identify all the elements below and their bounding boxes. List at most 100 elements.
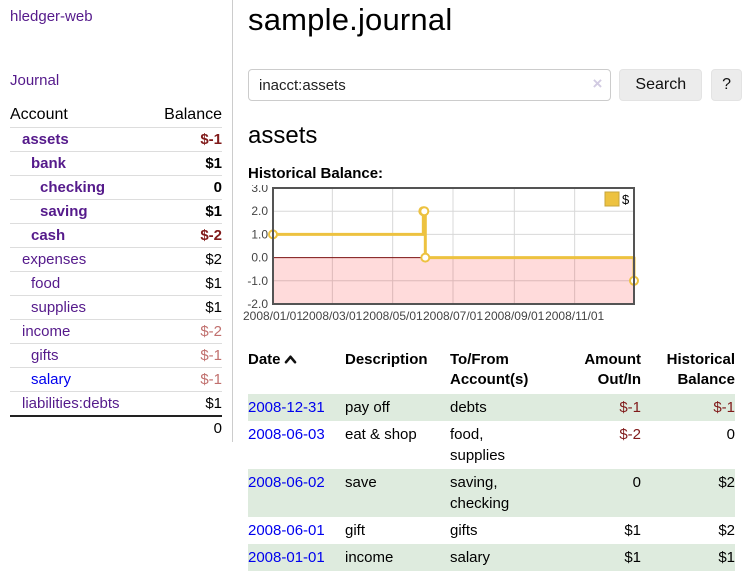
- transaction-description: eat & shop: [345, 425, 417, 443]
- account-balance: $1: [148, 199, 222, 224]
- x-tick-label: 2008/11/01: [545, 309, 604, 323]
- transaction-accounts: food, supplies: [450, 425, 506, 464]
- chart-title: Historical Balance:: [248, 165, 384, 182]
- x-tick-label: 2008/05/01: [363, 309, 423, 323]
- account-link-supplies[interactable]: supplies: [31, 299, 87, 316]
- transaction-accounts: debts: [450, 398, 487, 416]
- sidebar-account-row: food $1: [10, 271, 222, 296]
- register-table: Date Description To/From Account(s) Amou…: [248, 348, 735, 571]
- transaction-date-link[interactable]: 2008-06-01: [248, 521, 325, 539]
- x-tick-label: 2008/07/01: [423, 309, 483, 323]
- brand-link[interactable]: hledger-web: [10, 8, 93, 25]
- account-balance: $-2: [148, 223, 222, 248]
- account-balance: $-1: [148, 127, 222, 152]
- x-tick-label: 2008/09/01: [484, 309, 544, 323]
- account-balance: $1: [148, 151, 222, 176]
- accounts-table: Account Balance assets $-1 bank $1 checking 0…: [10, 103, 222, 440]
- accounts-total-row: 0: [10, 415, 222, 440]
- account-balance: $2: [148, 247, 222, 272]
- accounts-header-account: Account: [10, 106, 68, 123]
- account-balance: $1: [148, 391, 222, 416]
- account-link-food[interactable]: food: [31, 275, 61, 292]
- transaction-amount: $1: [624, 548, 641, 566]
- account-link-bank[interactable]: bank: [31, 155, 67, 172]
- search-box: ×: [248, 69, 612, 101]
- register-header-amount: Amount Out/In: [584, 351, 641, 389]
- transaction-date-link[interactable]: 2008-01-01: [248, 548, 325, 566]
- transaction-description: gift: [345, 521, 366, 539]
- clear-search-icon[interactable]: ×: [592, 74, 603, 93]
- register-row: 2008-12-31 pay off debts $-1 $-1: [248, 393, 735, 421]
- sidebar-account-row: saving $1: [10, 199, 222, 224]
- transaction-date-link[interactable]: 2008-06-02: [248, 473, 325, 491]
- register-row: 2008-01-01 income salary $1 $1: [248, 543, 735, 571]
- transaction-date-link[interactable]: 2008-12-31: [248, 398, 325, 416]
- y-tick-label: 0.0: [251, 251, 268, 265]
- register-row: 2008-06-03 eat & shop food, supplies $-2 0: [248, 421, 735, 469]
- transaction-balance: $-1: [713, 398, 735, 416]
- search-form: × Search ?: [248, 69, 742, 101]
- plot-border: [272, 187, 635, 305]
- transaction-date-link[interactable]: 2008-06-03: [248, 425, 325, 443]
- account-link-expenses[interactable]: expenses: [22, 251, 87, 268]
- account-balance: $1: [148, 271, 222, 296]
- negative-region: [273, 257, 634, 304]
- account-balance: $-1: [148, 343, 222, 368]
- page-title: sample.journal: [248, 2, 453, 37]
- transaction-description: income: [345, 548, 394, 566]
- search-input[interactable]: [248, 69, 612, 101]
- register-row: 2008-06-02 save saving, checking 0 $2: [248, 468, 735, 517]
- transaction-amount: 0: [632, 473, 641, 491]
- transaction-accounts: salary: [450, 548, 491, 566]
- sidebar-account-row: bank $1: [10, 151, 222, 176]
- transaction-accounts: gifts: [450, 521, 478, 539]
- account-link-checking[interactable]: checking: [40, 179, 106, 196]
- transaction-amount: $-1: [619, 398, 641, 416]
- account-link-saving[interactable]: saving: [40, 203, 88, 220]
- y-tick-label: 1.0: [251, 227, 268, 241]
- sidebar-account-row: checking 0: [10, 175, 222, 200]
- data-point-marker: [420, 252, 431, 263]
- account-balance: $-1: [148, 367, 222, 392]
- transaction-balance: $2: [718, 521, 735, 539]
- transaction-balance: $2: [718, 473, 735, 491]
- account-link-salary[interactable]: salary: [31, 371, 72, 388]
- register-row: 2008-06-01 gift gifts $1 $2: [248, 517, 735, 544]
- sidebar-account-row: gifts $-1: [10, 343, 222, 368]
- transaction-balance: $1: [718, 548, 735, 566]
- account-balance: 0: [148, 175, 222, 200]
- account-link-gifts[interactable]: gifts: [31, 347, 59, 364]
- y-tick-label: -2.0: [247, 297, 268, 311]
- sort-ascending-icon: [284, 355, 296, 364]
- account-link-liabilities-debts[interactable]: liabilities:debts: [22, 395, 120, 412]
- transaction-description: pay off: [345, 398, 390, 416]
- account-link-cash[interactable]: cash: [31, 227, 66, 244]
- y-tick-label: -1.0: [247, 274, 268, 288]
- account-heading: assets: [248, 122, 318, 149]
- register-header-row: Date Description To/From Account(s) Amou…: [248, 348, 735, 394]
- transaction-accounts: saving, checking: [450, 473, 510, 512]
- transaction-description: save: [345, 473, 377, 491]
- transaction-amount: $1: [624, 521, 641, 539]
- legend-label: $: [622, 192, 630, 207]
- register-header-description: Description: [345, 351, 428, 368]
- sidebar-account-row: supplies $1: [10, 295, 222, 320]
- x-tick-label: 2008/03/01: [302, 309, 362, 323]
- search-button[interactable]: Search: [619, 69, 703, 101]
- transaction-amount: $-2: [619, 425, 641, 443]
- sidebar-account-row: income $-2: [10, 319, 222, 344]
- sidebar-account-row: cash $-2: [10, 223, 222, 248]
- accounts-header-row: Account Balance: [10, 103, 222, 128]
- sidebar-account-row: liabilities:debts $1: [10, 391, 222, 416]
- help-button[interactable]: ?: [711, 69, 742, 101]
- account-link-assets[interactable]: assets: [22, 131, 69, 148]
- account-balance: $1: [148, 295, 222, 320]
- chart-wrap: 3.0 2.0 1.0 0.0 -1.0 -2.0 2008/01/01 2008/03/01…: [243, 181, 742, 338]
- account-link-income[interactable]: income: [22, 323, 71, 340]
- sidebar-account-row: salary $-1: [10, 367, 222, 392]
- sidebar-item-journal[interactable]: Journal: [10, 72, 60, 89]
- register-header-balance: Historical Balance: [666, 351, 735, 389]
- register-header-date[interactable]: Date: [248, 348, 345, 394]
- sidebar-account-row: expenses $2: [10, 247, 222, 272]
